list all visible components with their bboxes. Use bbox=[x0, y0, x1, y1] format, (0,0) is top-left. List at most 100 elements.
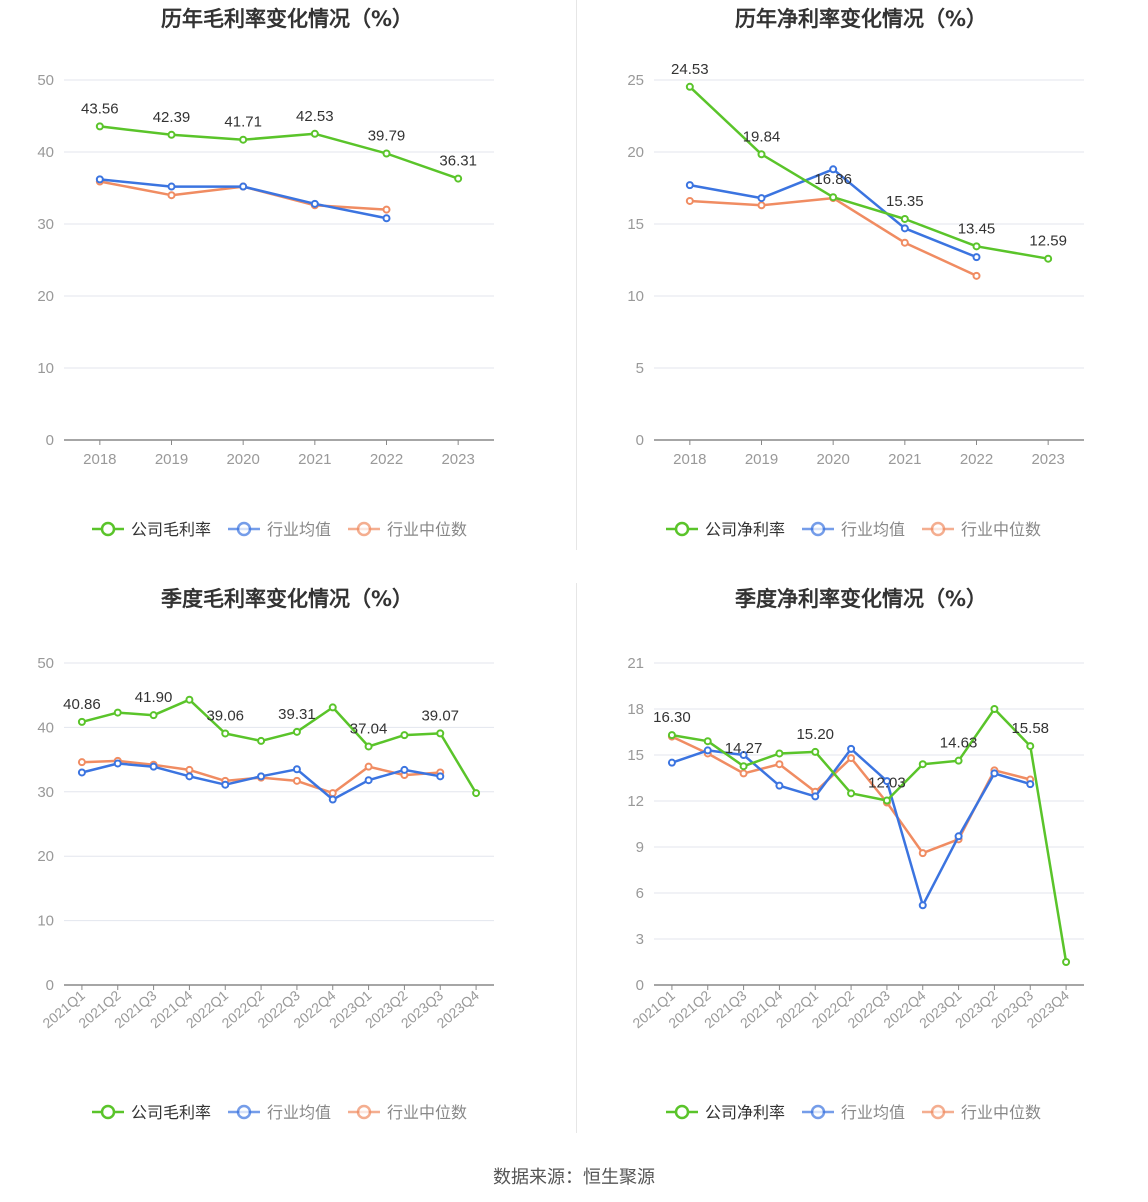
legend-item-median: 行业中位数 bbox=[922, 1103, 1041, 1122]
data-point-median bbox=[775, 760, 784, 769]
legend-label: 行业中位数 bbox=[387, 1103, 467, 1122]
y-tick-label: 12 bbox=[627, 793, 644, 810]
data-point-company bbox=[775, 749, 784, 758]
data-point-avg bbox=[310, 199, 319, 208]
legend-item-company: 公司净利率 bbox=[666, 1103, 785, 1122]
data-label: 16.86 bbox=[814, 171, 852, 188]
quarterly-gross-margin-chart: 季度毛利率变化情况（%） 0 10 20 30 40 50 2021Q1 2021Q2 2021Q… bbox=[0, 580, 574, 1160]
data-source: 数据来源：恒生聚源 bbox=[493, 1167, 655, 1188]
y-tick-label: 10 bbox=[37, 360, 54, 377]
x-tick-label: 2021 bbox=[888, 451, 921, 468]
data-point-company bbox=[113, 708, 122, 717]
data-point-avg bbox=[400, 765, 409, 774]
y-tick-label: 15 bbox=[627, 216, 644, 233]
y-tick-label: 10 bbox=[627, 288, 644, 305]
data-point-avg bbox=[257, 772, 266, 781]
y-tick-label: 18 bbox=[627, 701, 644, 718]
legend-label: 行业中位数 bbox=[961, 1103, 1041, 1122]
legend-marker bbox=[100, 1104, 116, 1120]
chart-svg: 季度毛利率变化情况（%）010203040502021Q12021Q22021Q… bbox=[37, 587, 494, 1122]
chart-svg: 季度净利率变化情况（%）0369121518212021Q12021Q22021… bbox=[627, 587, 1084, 1122]
data-point-company bbox=[239, 135, 248, 144]
data-point-company bbox=[77, 717, 86, 726]
legend-item-avg: 行业均值 bbox=[228, 520, 331, 539]
quarterly-net-margin-chart: 季度净利率变化情况（%） 0 3 6 9 12 15 18 21 2021Q1 2021Q2 2021… bbox=[574, 580, 1148, 1160]
data-label: 19.84 bbox=[743, 128, 781, 145]
x-tick-label: 2018 bbox=[673, 451, 706, 468]
legend-marker bbox=[356, 521, 372, 537]
y-tick-label: 50 bbox=[37, 72, 54, 89]
x-tick-label: 2022 bbox=[960, 451, 993, 468]
data-point-avg bbox=[185, 772, 194, 781]
data-point-avg bbox=[167, 182, 176, 191]
data-point-company bbox=[829, 193, 838, 202]
data-label: 40.86 bbox=[63, 696, 101, 713]
data-point-company bbox=[667, 731, 676, 740]
y-tick-label: 20 bbox=[627, 144, 644, 161]
data-point-company bbox=[972, 242, 981, 251]
data-point-avg bbox=[775, 781, 784, 790]
data-point-company bbox=[811, 747, 820, 756]
data-point-company bbox=[292, 727, 301, 736]
x-tick-label: 2021 bbox=[298, 451, 331, 468]
legend-label: 行业均值 bbox=[267, 1103, 331, 1122]
legend-marker bbox=[236, 521, 252, 537]
x-tick-label: 2019 bbox=[155, 451, 188, 468]
data-point-median bbox=[972, 271, 981, 280]
annual-net-margin-chart: 历年净利率变化情况（%） 0 5 10 15 20 25 2018 2019 2020 2021 20… bbox=[574, 0, 1148, 580]
y-tick-label: 9 bbox=[636, 839, 644, 856]
legend-item-avg: 行业均值 bbox=[228, 1103, 331, 1122]
data-point-avg bbox=[364, 776, 373, 785]
data-point-company bbox=[900, 214, 909, 223]
data-point-company bbox=[703, 737, 712, 746]
data-label: 16.30 bbox=[653, 709, 691, 726]
data-label: 12.03 bbox=[868, 775, 906, 792]
data-label: 14.63 bbox=[940, 735, 978, 752]
y-tick-label: 25 bbox=[627, 72, 644, 89]
y-tick-label: 30 bbox=[37, 216, 54, 233]
data-point-avg bbox=[990, 769, 999, 778]
data-point-avg bbox=[847, 744, 856, 753]
data-point-company bbox=[685, 82, 694, 91]
y-tick-label: 40 bbox=[37, 144, 54, 161]
legend-item-median: 行业中位数 bbox=[348, 1103, 467, 1122]
panel-divider bbox=[576, 583, 577, 1133]
legend-label: 公司毛利率 bbox=[131, 1103, 211, 1122]
data-label: 13.45 bbox=[958, 220, 996, 237]
data-point-avg bbox=[239, 182, 248, 191]
y-tick-label: 20 bbox=[37, 848, 54, 865]
legend-marker bbox=[674, 521, 690, 537]
data-point-avg bbox=[900, 224, 909, 233]
data-point-company bbox=[918, 760, 927, 769]
data-label: 15.58 bbox=[1011, 720, 1049, 737]
data-label: 37.04 bbox=[350, 720, 388, 737]
legend-marker bbox=[236, 1104, 252, 1120]
data-label: 41.71 bbox=[224, 114, 262, 131]
series-line-company bbox=[671, 707, 1068, 963]
data-point-company bbox=[739, 762, 748, 771]
y-tick-label: 30 bbox=[37, 784, 54, 801]
series-line-median bbox=[689, 196, 978, 277]
data-point-avg bbox=[685, 181, 694, 190]
legend-item-avg: 行业均值 bbox=[802, 1103, 905, 1122]
data-point-company bbox=[149, 711, 158, 720]
data-label: 42.53 bbox=[296, 108, 334, 125]
data-label: 36.31 bbox=[439, 153, 477, 170]
y-tick-label: 0 bbox=[46, 432, 54, 449]
data-point-avg bbox=[882, 777, 891, 786]
data-point-avg bbox=[221, 780, 230, 789]
data-label: 24.53 bbox=[671, 61, 709, 78]
y-tick-label: 6 bbox=[636, 885, 644, 902]
data-point-median bbox=[900, 238, 909, 247]
panel-divider bbox=[576, 0, 577, 550]
x-tick-label: 2023 bbox=[1031, 451, 1064, 468]
data-point-median bbox=[757, 201, 766, 210]
data-point-company bbox=[1062, 958, 1071, 966]
chart-title: 历年净利率变化情况（%） bbox=[735, 7, 987, 31]
data-label: 14.27 bbox=[725, 740, 763, 757]
data-point-company bbox=[757, 150, 766, 159]
data-point-avg bbox=[292, 765, 301, 774]
y-tick-label: 3 bbox=[636, 931, 644, 948]
data-point-median bbox=[364, 762, 373, 771]
data-point-avg bbox=[954, 832, 963, 841]
